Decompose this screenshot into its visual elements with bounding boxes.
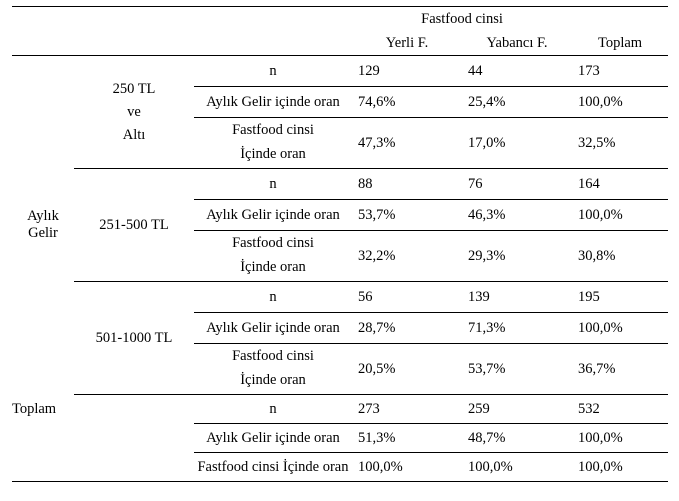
cat1-l2: ve bbox=[74, 104, 194, 121]
tot-ay-y: 51,3% bbox=[352, 424, 462, 453]
cat1-ff-y: 47,3% bbox=[352, 118, 462, 169]
cat3-ay-t: 100,0% bbox=[572, 313, 668, 344]
measure-ff-l2: İçinde oran bbox=[194, 255, 352, 279]
measure-aylik: Aylık Gelir içinde oran bbox=[194, 87, 352, 118]
cat3-n-ya: 139 bbox=[462, 282, 572, 313]
cat3-ay-ya: 71,3% bbox=[462, 313, 572, 344]
header-group: Fastfood cinsi bbox=[352, 7, 572, 32]
cat2-ff-ya: 29,3% bbox=[462, 231, 572, 282]
cat2-ff-y: 32,2% bbox=[352, 231, 462, 282]
header-blank3 bbox=[12, 31, 352, 56]
measure-aylik: Aylık Gelir içinde oran bbox=[194, 200, 352, 231]
row-group-label: Aylık Gelir bbox=[12, 56, 74, 395]
crosstab-table: Fastfood cinsi Yerli F. Yabancı F. Topla… bbox=[12, 6, 668, 482]
measure-ff-l1: Fastfood cinsi bbox=[194, 231, 352, 256]
cat2-n-t: 164 bbox=[572, 169, 668, 200]
cat1-n-ya: 44 bbox=[462, 56, 572, 87]
cat3-ff-t: 36,7% bbox=[572, 344, 668, 395]
cat2-n-y: 88 bbox=[352, 169, 462, 200]
cat2-ay-ya: 46,3% bbox=[462, 200, 572, 231]
cat1-l1: 250 TL bbox=[74, 81, 194, 98]
cat1-l3: Altı bbox=[74, 127, 194, 144]
cat1-n-t: 173 bbox=[572, 56, 668, 87]
col-toplam: Toplam bbox=[572, 31, 668, 56]
cat2-label: 251-500 TL bbox=[74, 169, 194, 282]
measure-ff-l2: İçinde oran bbox=[194, 142, 352, 166]
cat1-ay-y: 74,6% bbox=[352, 87, 462, 118]
cat3-ff-y: 20,5% bbox=[352, 344, 462, 395]
measure-n: n bbox=[194, 56, 352, 87]
cat2-n-ya: 76 bbox=[462, 169, 572, 200]
tot-ff-ya: 100,0% bbox=[462, 453, 572, 482]
cat1-ff-t: 32,5% bbox=[572, 118, 668, 169]
cat1-ay-t: 100,0% bbox=[572, 87, 668, 118]
cat2-ay-t: 100,0% bbox=[572, 200, 668, 231]
cat1-label: 250 TL ve Altı bbox=[74, 56, 194, 169]
measure-n: n bbox=[194, 169, 352, 200]
measure-aylik: Aylık Gelir içinde oran bbox=[194, 424, 352, 453]
cat3-ay-y: 28,7% bbox=[352, 313, 462, 344]
cat1-n-y: 129 bbox=[352, 56, 462, 87]
tot-ay-ya: 48,7% bbox=[462, 424, 572, 453]
cat3-n-y: 56 bbox=[352, 282, 462, 313]
total-label: Toplam bbox=[12, 395, 74, 482]
measure-n: n bbox=[194, 282, 352, 313]
tot-ff-t: 100,0% bbox=[572, 453, 668, 482]
tot-ff-y: 100,0% bbox=[352, 453, 462, 482]
measure-ff-oneline: Fastfood cinsi İçinde oran bbox=[194, 453, 352, 482]
col-yerli: Yerli F. bbox=[352, 31, 462, 56]
cat1-ay-ya: 25,4% bbox=[462, 87, 572, 118]
tot-ay-t: 100,0% bbox=[572, 424, 668, 453]
header-blank bbox=[12, 7, 352, 32]
cat2-ff-t: 30,8% bbox=[572, 231, 668, 282]
measure-ff-l1: Fastfood cinsi bbox=[194, 118, 352, 143]
col-yabanci: Yabancı F. bbox=[462, 31, 572, 56]
cat3-n-t: 195 bbox=[572, 282, 668, 313]
measure-n: n bbox=[194, 395, 352, 424]
measure-ff-l2: İçinde oran bbox=[194, 368, 352, 392]
measure-ff-l1: Fastfood cinsi bbox=[194, 344, 352, 369]
cat2-ay-y: 53,7% bbox=[352, 200, 462, 231]
cat3-ff-ya: 53,7% bbox=[462, 344, 572, 395]
total-blank bbox=[74, 395, 194, 482]
header-blank2 bbox=[572, 7, 668, 32]
cat1-ff-ya: 17,0% bbox=[462, 118, 572, 169]
tot-n-y: 273 bbox=[352, 395, 462, 424]
tot-n-ya: 259 bbox=[462, 395, 572, 424]
tot-n-t: 532 bbox=[572, 395, 668, 424]
measure-aylik: Aylık Gelir içinde oran bbox=[194, 313, 352, 344]
cat3-label: 501-1000 TL bbox=[74, 282, 194, 395]
